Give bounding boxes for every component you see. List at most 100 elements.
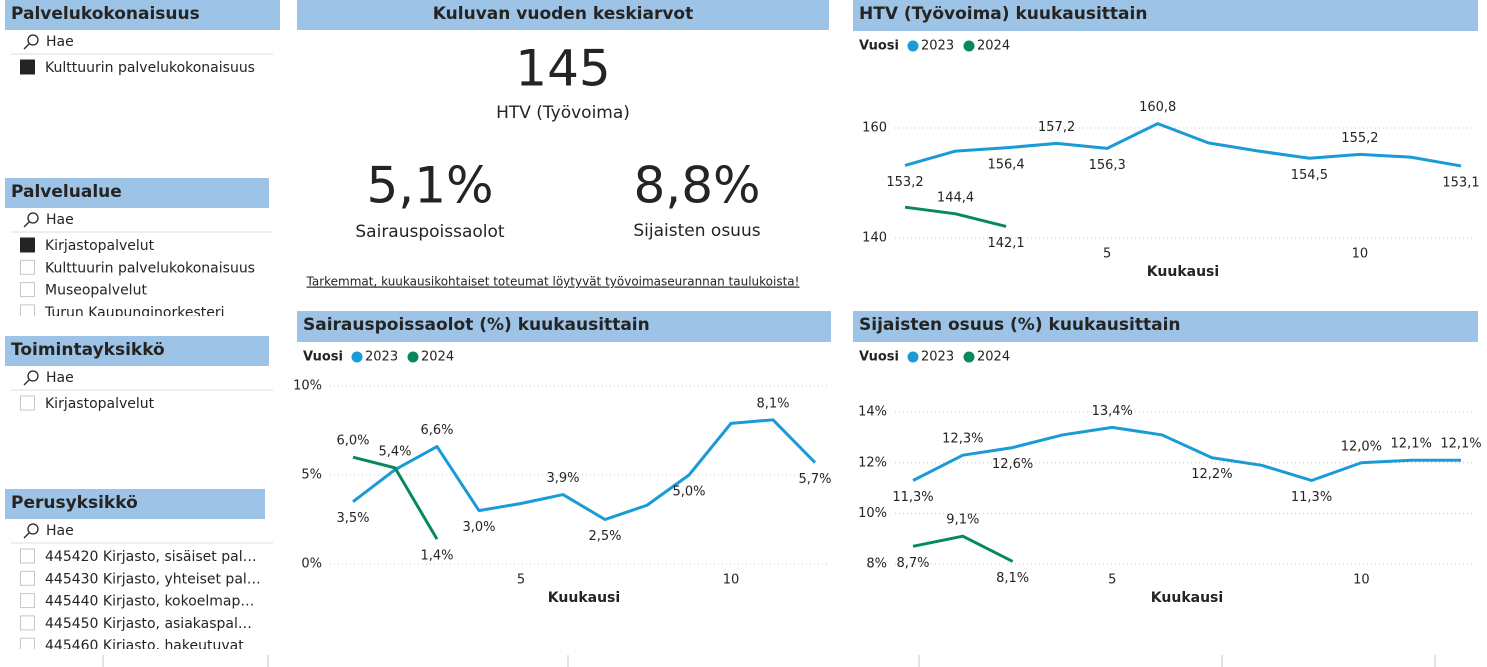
slicer-header	[5, 178, 269, 208]
x-tick-label: 10	[1353, 573, 1370, 588]
slicer: Palvelukokonaisuus Hae Kulttuurin palveluk…	[5, 0, 280, 76]
y-tick-label: 10%	[858, 506, 887, 521]
chart-header	[853, 311, 1478, 342]
slicer-item[interactable]: Kulttuurin palvelukokonaisuus	[45, 260, 255, 276]
checkbox[interactable]	[20, 237, 35, 253]
data-label: 3,0%	[462, 520, 495, 535]
checkbox[interactable]	[20, 615, 35, 631]
checkbox[interactable]	[20, 59, 35, 75]
data-label: 5,4%	[378, 444, 411, 459]
slicer-items: Kirjastopalvelut Kulttuurin palvelukokona…	[20, 237, 255, 321]
card-header	[297, 0, 829, 30]
chart-title: Sijaisten osuus (%) kuukausittain	[859, 315, 1181, 335]
legend-title: Vuosi	[859, 350, 899, 365]
x-tick-label: 10	[1352, 247, 1369, 262]
legend-title: Vuosi	[859, 39, 899, 54]
legend-marker	[963, 351, 975, 363]
data-label: 8,1%	[996, 571, 1029, 586]
data-label: 12,3%	[942, 432, 983, 447]
series-line	[352, 418, 817, 521]
checkbox[interactable]	[20, 304, 35, 319]
kpi-label: Sairauspoissaolot	[355, 222, 505, 242]
slicer-item[interactable]: 445450 Kirjasto, asiakaspal…	[45, 616, 252, 632]
x-axis-title: Kuukausi	[1151, 590, 1223, 606]
slicer: Palvelualue Hae Kirjastopalvelut Kulttuurin…	[5, 178, 273, 321]
report-link[interactable]: Tarkemmat, kuukausikohtaiset toteumat lö…	[306, 275, 800, 289]
legend-label: 2023	[365, 350, 398, 365]
x-tick-label: 10	[723, 573, 740, 588]
slicer-header	[5, 0, 280, 30]
checkbox[interactable]	[20, 548, 35, 564]
legend-label: 2024	[977, 350, 1010, 365]
legend-marker	[907, 351, 919, 363]
data-label: 13,4%	[1092, 404, 1133, 419]
checkbox[interactable]	[20, 282, 35, 298]
slicer-header	[5, 489, 265, 519]
data-label: 12,1%	[1440, 437, 1481, 452]
legend-marker	[407, 351, 419, 363]
slicer-item[interactable]: Museopalvelut	[45, 283, 147, 299]
data-label: 142,1	[987, 236, 1024, 251]
data-label: 5,7%	[798, 472, 831, 487]
y-tick-label: 140	[862, 231, 887, 246]
search-placeholder[interactable]: Hae	[46, 212, 74, 228]
chart-title: Sairauspoissaolot (%) kuukausittain	[303, 315, 650, 335]
checkbox[interactable]	[20, 593, 35, 609]
series-line	[912, 425, 1461, 482]
search-icon-handle	[23, 43, 30, 50]
kpi-value: 145	[515, 40, 610, 98]
data-label: 11,3%	[1291, 490, 1332, 505]
data-label: 156,4	[987, 157, 1024, 172]
kpi-value: 5,1%	[366, 157, 493, 215]
x-tick-label: 5	[1103, 247, 1111, 262]
legend-label: 2023	[921, 39, 954, 54]
checkbox[interactable]	[20, 259, 35, 275]
data-label: 157,2	[1038, 120, 1075, 135]
footer-separators	[102, 655, 1436, 667]
slicer-title: Toimintayksikkö	[11, 340, 165, 360]
kpi-label: HTV (Työvoima)	[496, 103, 630, 123]
data-label: 153,1	[1442, 175, 1479, 190]
y-tick-label: 5%	[301, 468, 322, 483]
slicer-title: Palvelukokonaisuus	[11, 4, 200, 24]
search-placeholder[interactable]: Hae	[46, 370, 74, 386]
legend-marker	[351, 351, 363, 363]
data-label: 1,4%	[420, 549, 453, 564]
slicer-item[interactable]: 445420 Kirjasto, sisäiset pal…	[45, 549, 257, 565]
x-axis-title: Kuukausi	[1147, 264, 1219, 280]
slicer: Toimintayksikkö Hae Kirjastopalvelut	[5, 336, 273, 412]
checkbox[interactable]	[20, 395, 35, 411]
slicer-item[interactable]: 445460 Kirjasto, hakeutuvat	[45, 638, 244, 654]
slicer-title: Palvelualue	[11, 182, 122, 202]
search-icon	[27, 370, 39, 382]
x-tick-label: 5	[1108, 573, 1116, 588]
data-label: 11,3%	[892, 490, 933, 505]
slicer-item[interactable]: Kirjastopalvelut	[45, 238, 155, 254]
slicer: Perusyksikkö Hae 445420 Kirjasto, sisäiset…	[5, 489, 273, 654]
x-axis-title: Kuukausi	[548, 590, 620, 606]
data-label: 160,8	[1139, 100, 1176, 115]
checkbox[interactable]	[20, 637, 35, 652]
y-tick-label: 12%	[858, 455, 887, 470]
data-label: 144,4	[937, 190, 974, 205]
legend-label: 2024	[977, 39, 1010, 54]
search-placeholder[interactable]: Hae	[46, 523, 74, 539]
slicer-item[interactable]: Kirjastopalvelut	[45, 396, 155, 412]
legend-title: Vuosi	[303, 350, 343, 365]
legend-label: 2024	[421, 350, 454, 365]
data-label: 3,5%	[336, 511, 369, 526]
data-label: 2,5%	[588, 529, 621, 544]
slicer-item[interactable]: Kulttuurin palvelukokonaisuus	[45, 60, 255, 76]
slicer-item[interactable]: 445440 Kirjasto, kokoelmap…	[45, 594, 254, 610]
card-title: Kuluvan vuoden keskiarvot	[433, 4, 693, 24]
chart-header	[853, 0, 1478, 31]
slicer-item[interactable]: Turun Kaupunginorkesteri	[44, 305, 225, 321]
x-tick-label: 5	[517, 573, 525, 588]
slicer-item[interactable]: 445430 Kirjasto, yhteiset pal…	[45, 571, 261, 587]
y-tick-label: 8%	[866, 557, 887, 572]
data-label: 12,6%	[992, 457, 1033, 472]
checkbox[interactable]	[20, 570, 35, 586]
legend-label: 2023	[921, 350, 954, 365]
data-label: 156,3	[1089, 158, 1126, 173]
search-placeholder[interactable]: Hae	[46, 34, 74, 50]
